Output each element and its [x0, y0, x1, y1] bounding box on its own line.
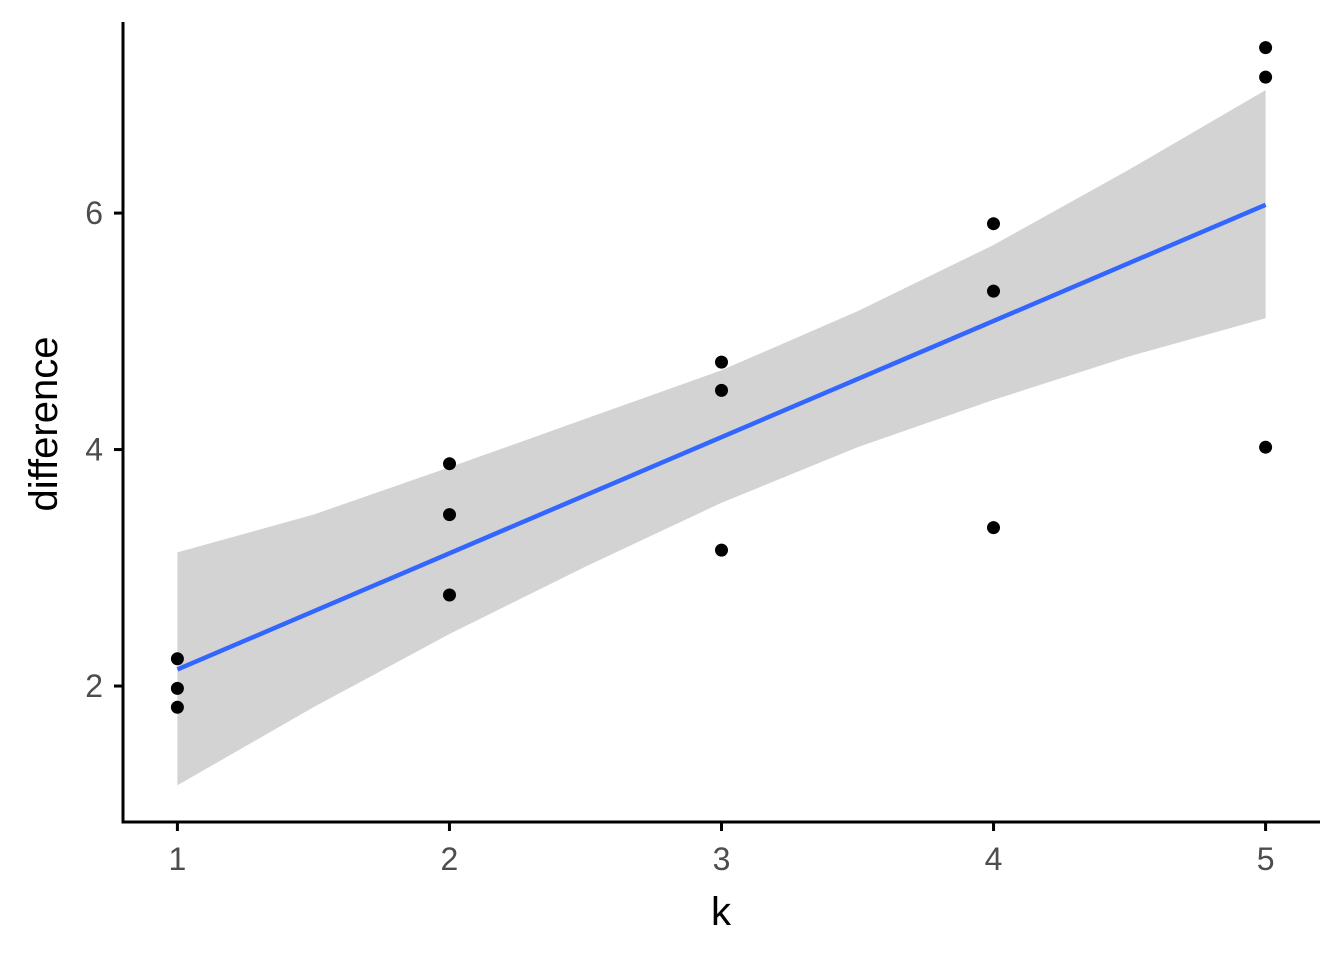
y-tick-label: 6: [85, 195, 103, 231]
data-point: [715, 383, 728, 397]
y-tick-label: 4: [85, 432, 103, 468]
x-tick-label: 3: [713, 841, 731, 877]
data-point: [987, 217, 1000, 231]
data-point: [443, 508, 456, 522]
data-point: [715, 355, 728, 369]
data-point: [1259, 70, 1273, 84]
x-tick-label: 4: [985, 841, 1003, 877]
data-point: [1259, 41, 1273, 55]
data-point: [987, 521, 1000, 535]
axes-layer: 1 2 3 4 5 2 4 6: [85, 22, 1320, 877]
data-point: [170, 652, 184, 666]
data-point: [443, 457, 456, 471]
x-tick-label: 2: [441, 841, 459, 877]
x-tick-label: 1: [169, 841, 187, 877]
y-tick-label: 2: [85, 668, 103, 704]
data-point: [170, 681, 184, 695]
data-point: [443, 588, 456, 602]
x-tick-label: 5: [1257, 841, 1275, 877]
data-point: [170, 700, 184, 714]
trend-line: [176, 202, 1267, 672]
data-point: [1259, 440, 1273, 454]
y-axis-title: difference: [22, 337, 66, 512]
data-points-layer: [170, 41, 1273, 714]
trend-line-layer: [176, 202, 1267, 672]
data-point: [715, 543, 728, 557]
data-point: [987, 284, 1000, 298]
x-axis-title: k: [711, 890, 732, 934]
